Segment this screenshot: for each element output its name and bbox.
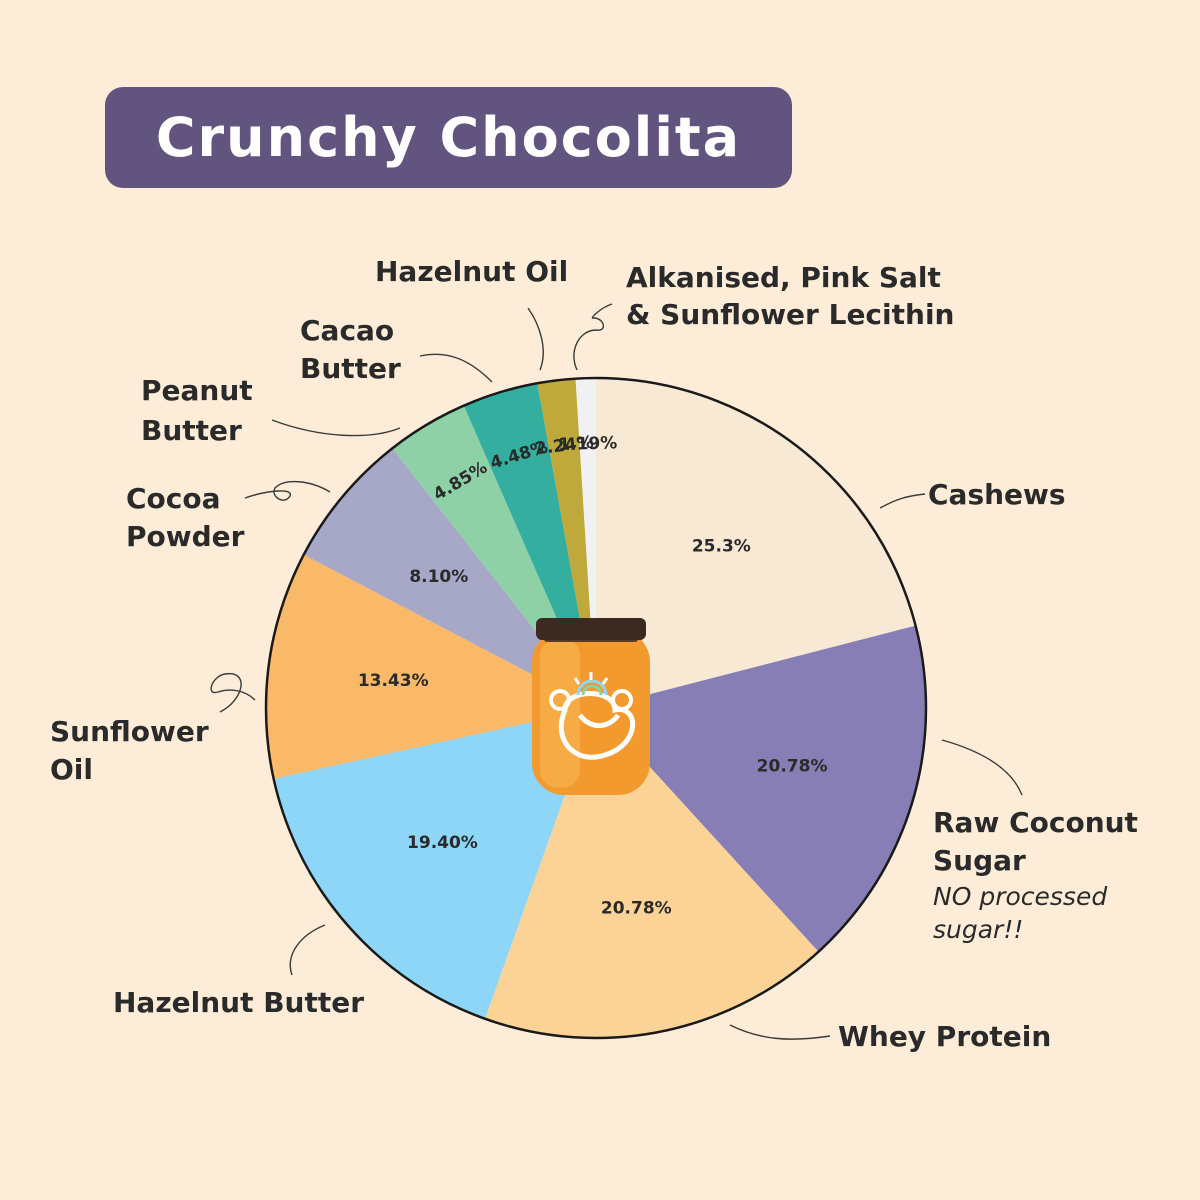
percent-label: 20.78% [601,899,672,919]
pie-slice-cocoa-powder [303,448,596,708]
nut-butter-jar-logo-icon [532,618,650,795]
pie-slice-cashews [596,378,916,708]
label-peanut-butter: Peanut Butter [141,374,262,447]
pie-outline [264,376,928,1040]
percent-label: 19.40% [407,833,478,853]
label-sunflower-oil: Sunflower Oil [50,715,218,786]
label-cashews: Cashews [928,478,1066,511]
pie-slices [264,376,928,1040]
label-hazelnut-oil: Hazelnut Oil [375,255,568,288]
chart-title: Crunchy Chocolita [155,106,742,169]
note-no-processed-sugar: NO processed sugar!! [933,882,1115,944]
percent-label: 25.3% [692,536,751,556]
pie-slice-sunflower-oil [266,554,596,779]
percent-label: 20.78% [757,756,828,776]
label-raw-coconut-sugar: Raw Coconut Sugar [933,806,1148,877]
label-hazelnut-butter: Hazelnut Butter [113,986,364,1019]
label-cacao-butter: Cacao Butter [300,314,404,385]
pie-slice-hazelnut-butter [273,708,596,1019]
percent-label: 13.43% [358,671,429,691]
label-cocoa-powder: Cocoa Powder [126,482,245,553]
leader-lines [210,303,1023,1040]
label-whey-protein: Whey Protein [838,1020,1051,1053]
title-banner: Crunchy Chocolita [105,87,792,188]
percent-label: 8.10% [409,567,468,587]
label-salt-lecithin: Alkanised, Pink Salt & Sunflower Lecithi… [626,261,954,331]
pie-slice-raw-coconut-sugar [596,625,926,952]
percent-label: 1.19% [558,433,618,455]
